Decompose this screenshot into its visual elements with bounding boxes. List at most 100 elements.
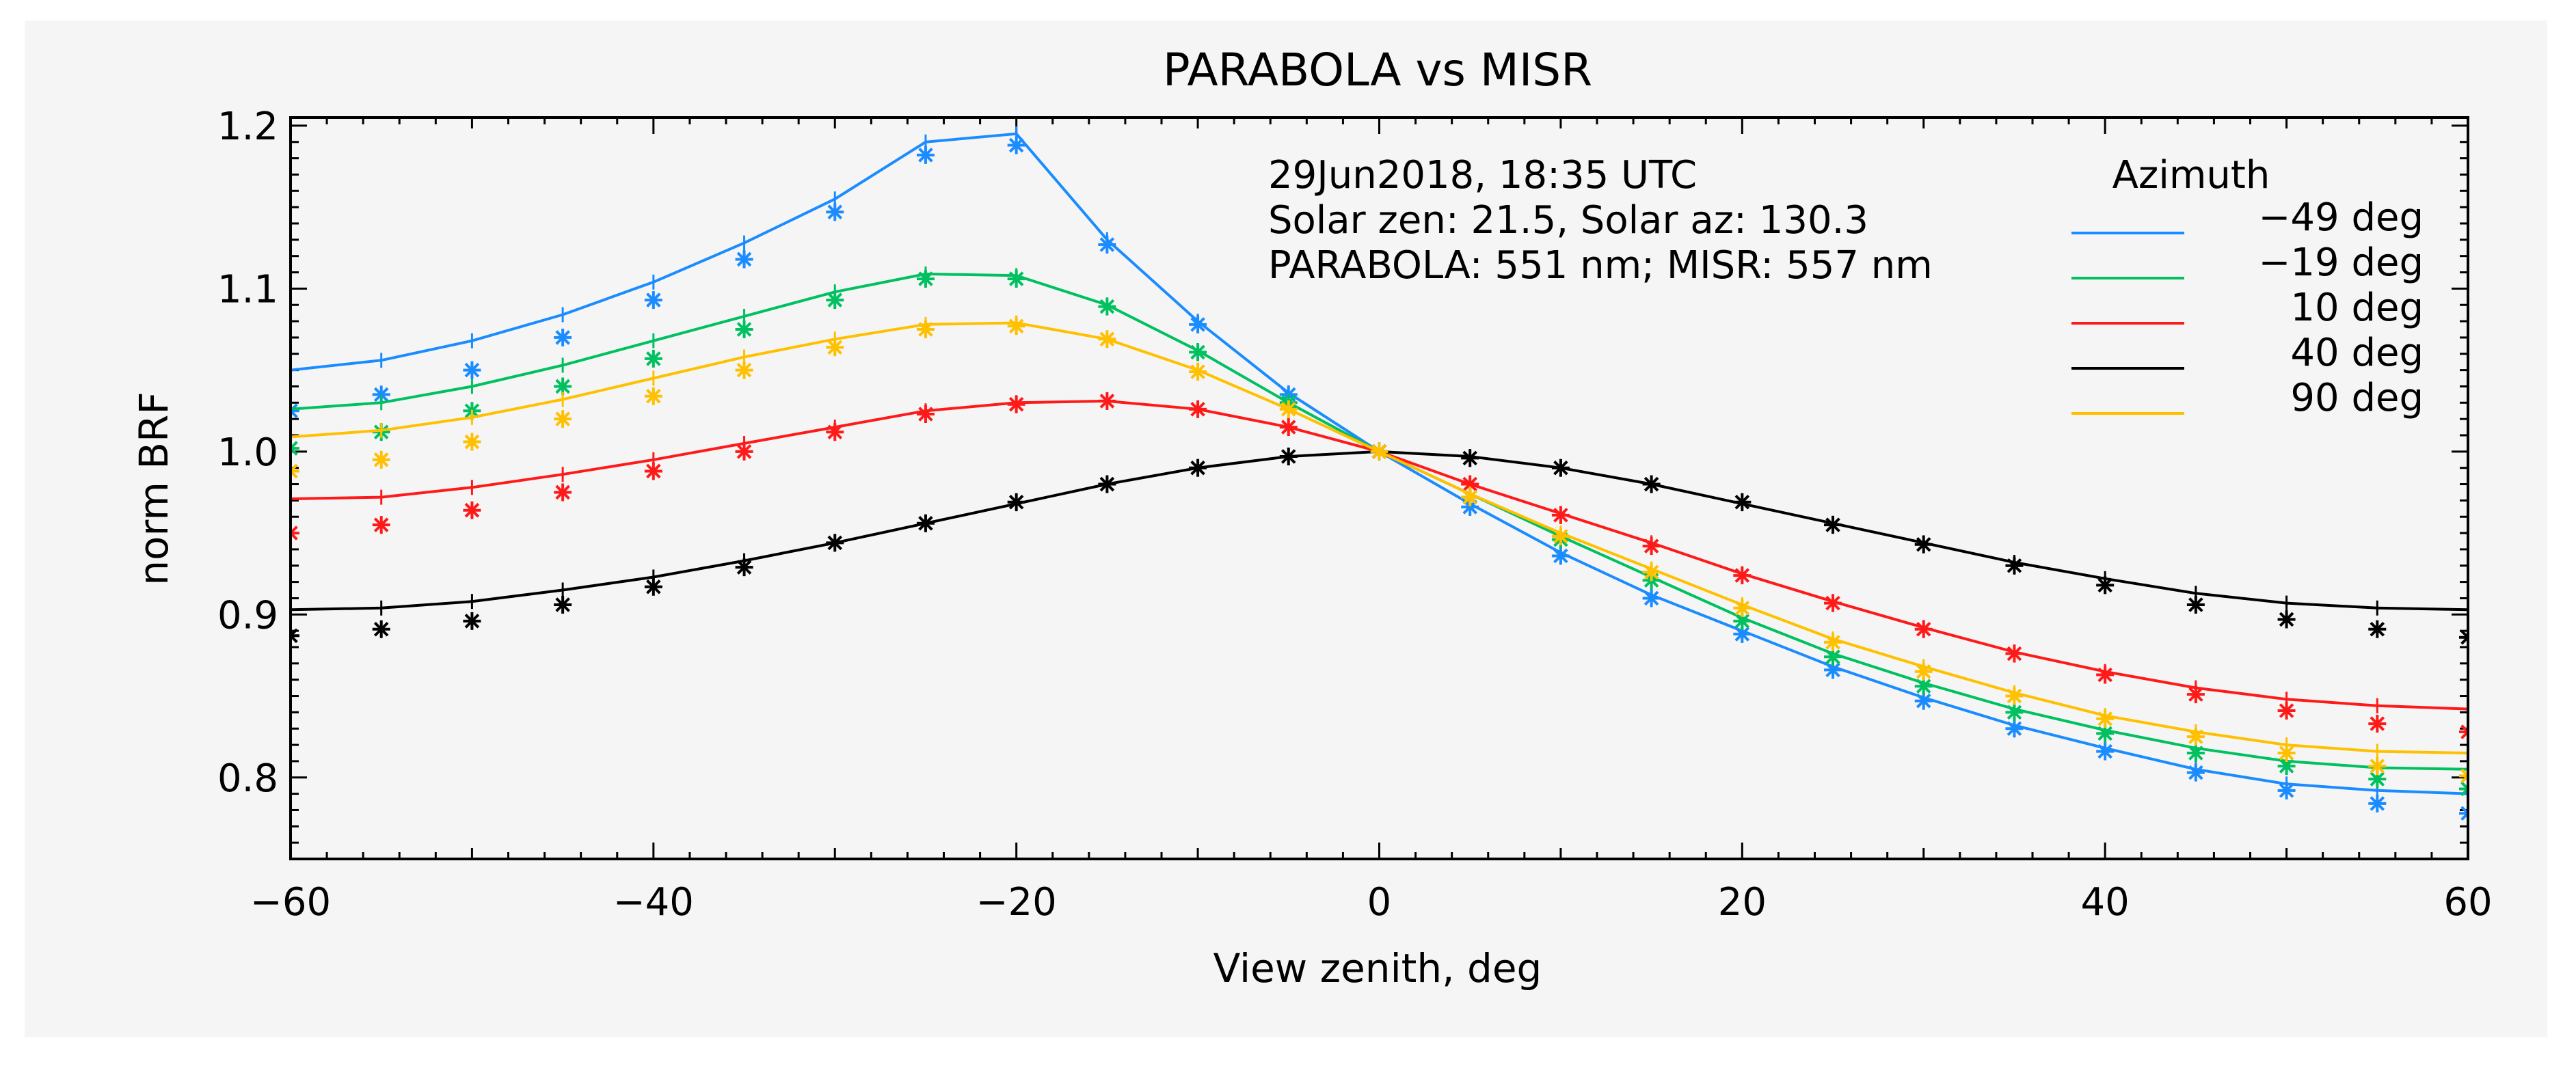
data-point-star [291,627,299,645]
data-point-star [1279,448,1298,465]
data-point-star [644,387,662,405]
data-point-star [1098,392,1116,410]
data-point-star [291,462,299,480]
y-tick-label: 1.0 [217,430,278,475]
y-tick-label: 0.9 [217,593,278,638]
data-point-star [1733,599,1752,617]
data-point-star [826,534,844,552]
data-point-star [2186,685,2205,704]
data-point-star [2005,720,2024,738]
x-tick-label: 20 [1718,880,1767,925]
data-point-star [916,514,935,532]
annotation-date: 29Jun2018, 18:35 UTC [1268,153,1697,197]
data-point-star [1007,317,1025,336]
data-point-star [1189,343,1207,361]
data-point-star [1189,315,1207,333]
chart-panel [25,20,2547,1037]
x-tick-label: 0 [1367,880,1392,925]
data-point-star [1914,662,1933,681]
data-point-star [2368,715,2387,733]
data-point-star [644,577,662,596]
data-point-star [372,450,390,469]
data-point-star [735,250,753,269]
data-point-star [1642,563,1661,582]
data-point-star [1370,442,1388,461]
data-point-star [1642,475,1661,493]
legend-label: 10 deg [2290,286,2424,330]
y-axis-label: norm BRF [131,392,177,585]
data-point-star [554,377,572,396]
legend-label: −49 deg [2258,195,2424,240]
data-point-star [1642,537,1661,556]
data-point-star [1098,297,1116,316]
data-point-star [554,328,572,346]
chart-title: PARABOLA vs MISR [1163,44,1592,96]
data-point-star [2186,728,2205,746]
data-point-star [1279,400,1298,418]
data-point-star [2005,703,2024,722]
data-point-star [2277,744,2296,762]
data-point-star [2096,709,2115,728]
data-point-star [2368,620,2387,638]
data-point-star [463,612,481,630]
legend-entry: −19 deg [2071,241,2424,285]
data-point-star [1914,620,1933,638]
legend-label: 40 deg [2290,331,2424,375]
data-point-star [2459,628,2468,646]
data-point-star [1551,527,1570,545]
data-point-star [1189,363,1207,381]
legend-title: Azimuth [2112,153,2270,197]
annotation-wavelength: PARABOLA: 551 nm; MISR: 557 nm [1268,243,1933,288]
data-point-star [826,423,844,441]
data-point-star [1007,493,1025,511]
data-point-star [916,320,935,338]
data-point-star [735,558,753,577]
data-point-star [1007,270,1025,288]
data-point-star [826,338,844,357]
legend-entry: 10 deg [2071,286,2424,330]
data-point-star [1189,400,1207,418]
data-point-star [826,291,844,310]
data-point-star [2368,794,2387,812]
data-point-star [1733,625,1752,643]
data-point-star [735,442,753,461]
data-point-star [554,483,572,502]
data-point-star [554,410,572,428]
x-tick-label: −60 [250,880,331,925]
data-point-star [2459,767,2468,785]
y-tick-label: 0.8 [217,756,278,801]
data-point-star [463,501,481,519]
data-point-star [735,361,753,379]
data-point-star [1279,418,1298,437]
data-point-star [1007,395,1025,413]
data-point-star [2186,763,2205,782]
data-point-star [1914,535,1933,554]
annotation-solar: Solar zen: 21.5, Solar az: 130.3 [1268,198,1868,243]
data-point-star [1824,633,1842,651]
legend-entry: 40 deg [2071,331,2424,375]
x-tick-label: −40 [613,880,694,925]
data-point-star [1551,459,1570,477]
data-point-star [2277,610,2296,629]
data-point-star [1642,589,1661,607]
data-point-star [2368,757,2387,776]
x-axis-label: View zenith, deg [1213,945,1542,992]
y-tick-label: 1.2 [217,105,278,149]
plot-frame [289,116,2469,860]
data-point-star [1733,566,1752,585]
data-point-star [291,439,299,458]
legend-label: −19 deg [2258,241,2424,285]
data-point-star [2005,644,2024,663]
data-point-star [916,270,935,288]
data-point-star [1098,330,1116,348]
data-point-star [554,596,572,614]
data-point-star [1189,459,1207,477]
data-point-star [1824,594,1842,612]
data-point-star [291,402,299,420]
data-point-star [644,349,662,368]
data-point-star [2277,702,2296,720]
data-point-star [644,462,662,480]
data-point-star [2096,742,2115,761]
data-point-star [1551,506,1570,524]
series-4 [291,315,2468,785]
